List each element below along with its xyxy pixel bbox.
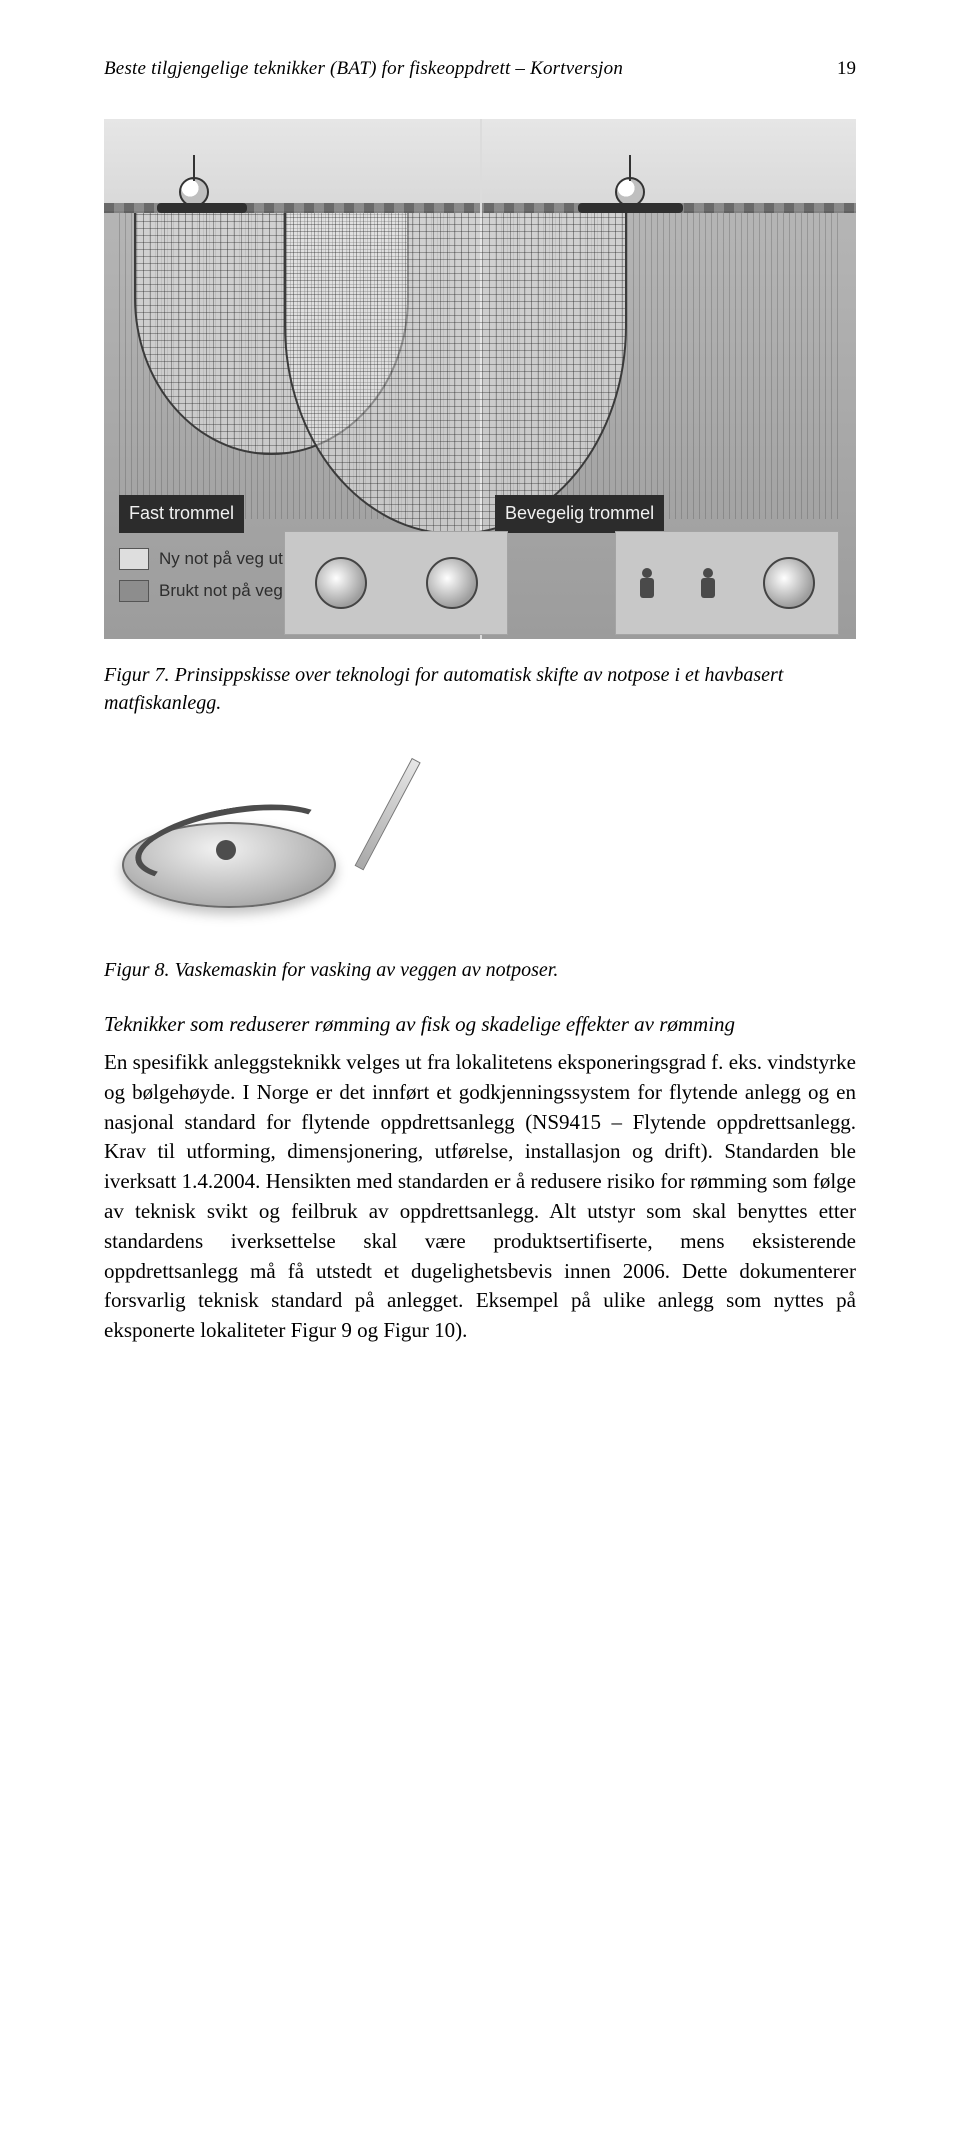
figure-8-caption-label: Figur 8. xyxy=(104,959,170,981)
figure-7-caption-text: Prinsippskisse over teknologi for automa… xyxy=(104,664,783,714)
figure-7-caption-label: Figur 7. xyxy=(104,664,170,686)
fig7-buoy-right-mast xyxy=(629,155,631,181)
fig7-inset-left xyxy=(284,531,508,635)
fig7-inset-left-drum xyxy=(315,557,367,609)
fig7-buoy-left-mast xyxy=(193,155,195,181)
fig7-legend-1: Ny not på veg ut xyxy=(119,547,283,571)
fig7-float-right xyxy=(578,203,683,213)
running-head-title: Beste tilgjengelige teknikker (BAT) for … xyxy=(104,56,623,83)
fig7-float-left xyxy=(157,203,247,213)
fig8-hub xyxy=(216,840,236,860)
figure-8-caption-text: Vaskemaskin for vasking av veggen av not… xyxy=(175,959,559,981)
fig7-label-moving-drum: Bevegelig trommel xyxy=(495,495,664,533)
fig7-legend-2-swatch xyxy=(119,580,149,602)
figure-8-caption: Figur 8. Vaskemaskin for vasking av vegg… xyxy=(104,956,856,984)
fig7-inset-left-drum2 xyxy=(426,557,478,609)
running-head: Beste tilgjengelige teknikker (BAT) for … xyxy=(104,56,856,83)
fig7-legend-1-swatch xyxy=(119,548,149,570)
fig7-legend-1-text: Ny not på veg ut xyxy=(159,547,283,571)
page-number: 19 xyxy=(837,56,856,83)
fig7-inset-right-drum xyxy=(763,557,815,609)
section-paragraph: En spesifikk anleggsteknikk velges ut fr… xyxy=(104,1048,856,1346)
figure-7-canvas: Fast trommel Bevegelig trommel Ny not på… xyxy=(104,119,856,639)
section-heading: Teknikker som reduserer rømming av fisk … xyxy=(104,1010,856,1040)
fig7-label-fixed-drum: Fast trommel xyxy=(119,495,244,533)
fig8-pole xyxy=(355,758,421,870)
page: Beste tilgjengelige teknikker (BAT) for … xyxy=(0,0,960,1418)
figure-8 xyxy=(104,744,374,940)
figure-7: Fast trommel Bevegelig trommel Ny not på… xyxy=(104,119,856,639)
figure-7-caption: Figur 7. Prinsippskisse over teknologi f… xyxy=(104,661,856,718)
fig7-inset-right-person1 xyxy=(640,568,654,598)
fig7-inset-right xyxy=(615,531,839,635)
fig7-inset-right-person2 xyxy=(701,568,715,598)
